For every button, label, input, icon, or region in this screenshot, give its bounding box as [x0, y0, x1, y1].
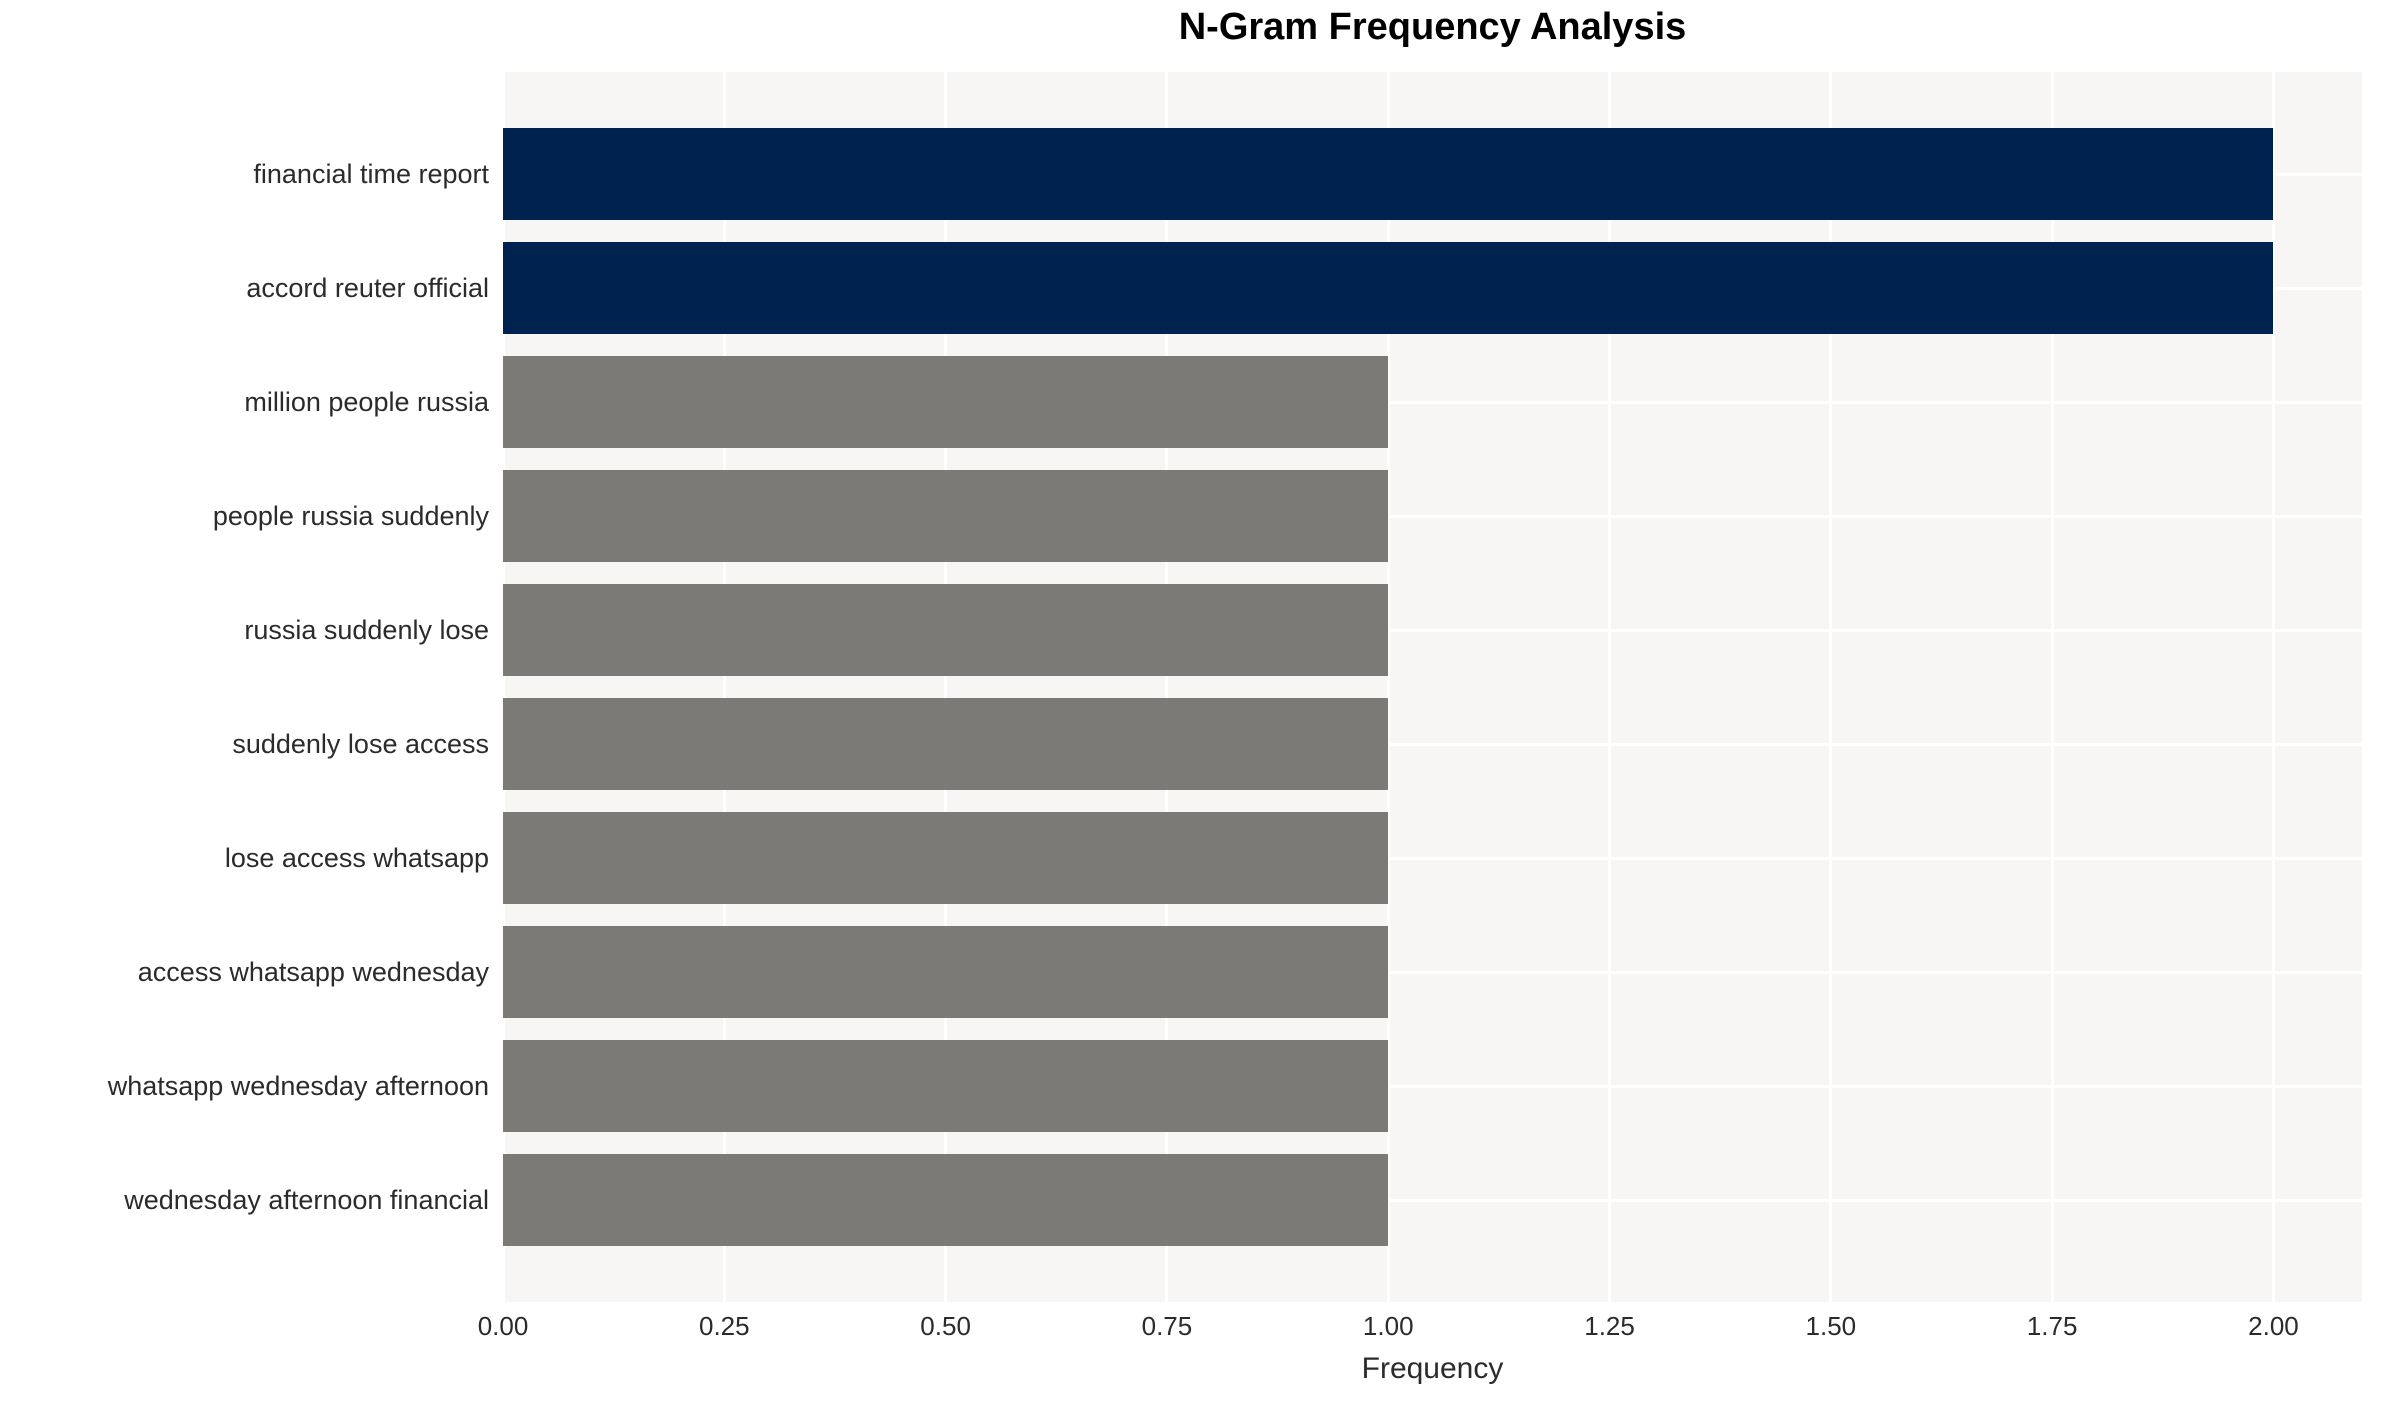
bar	[503, 926, 1389, 1018]
vertical-gridline	[2271, 72, 2275, 1302]
vertical-gridline	[501, 72, 505, 1302]
x-tick-label: 0.25	[698, 1311, 750, 1341]
y-tick-label: access whatsapp wednesday	[137, 957, 489, 987]
chart-title: N-Gram Frequency Analysis	[1178, 6, 1687, 48]
vertical-gridline	[2050, 72, 2054, 1302]
vertical-gridline	[722, 72, 726, 1302]
vertical-gridline	[1165, 72, 1169, 1302]
horizontal-gridline	[503, 1084, 2362, 1088]
horizontal-gridline	[503, 400, 2362, 404]
bar	[503, 698, 1389, 790]
horizontal-gridline	[503, 514, 2362, 518]
y-tick-label: suddenly lose access	[232, 729, 489, 759]
x-tick-label: 1.50	[1805, 1311, 1857, 1341]
y-tick-label: accord reuter official	[246, 273, 489, 303]
bar	[503, 1040, 1389, 1132]
vertical-gridline	[1608, 72, 1612, 1302]
y-tick-label: whatsapp wednesday afternoon	[107, 1071, 489, 1101]
bar	[503, 1154, 1389, 1246]
bar	[503, 812, 1389, 904]
horizontal-gridline	[503, 742, 2362, 746]
bar	[503, 584, 1389, 676]
y-tick-label: russia suddenly lose	[244, 615, 489, 645]
bar	[503, 356, 1389, 448]
vertical-gridline	[1829, 72, 1833, 1302]
horizontal-gridline	[503, 628, 2362, 632]
x-tick-label: 0.50	[920, 1311, 971, 1341]
bar	[503, 128, 2274, 220]
y-tick-label: financial time report	[253, 159, 489, 189]
y-tick-label: wednesday afternoon financial	[124, 1185, 489, 1215]
x-tick-label: 1.75	[2026, 1311, 2078, 1341]
y-tick-label: million people russia	[244, 387, 489, 417]
horizontal-gridline	[503, 856, 2362, 860]
x-tick-label: 0.00	[477, 1311, 529, 1341]
vertical-gridline	[1386, 72, 1390, 1302]
bar	[503, 242, 2274, 334]
x-axis-label: Frequency	[1361, 1352, 1504, 1385]
x-tick-label: 0.75	[1141, 1311, 1193, 1341]
x-tick-label: 2.00	[2248, 1311, 2299, 1341]
horizontal-gridline	[503, 1198, 2362, 1202]
y-tick-label: lose access whatsapp	[224, 843, 489, 873]
bar	[503, 470, 1389, 562]
x-tick-label: 1.25	[1584, 1311, 1635, 1341]
y-tick-label: people russia suddenly	[212, 501, 489, 531]
plot-area	[501, 72, 2362, 1302]
vertical-gridline	[944, 72, 948, 1302]
horizontal-gridline	[503, 970, 2362, 974]
x-tick-label: 1.00	[1362, 1311, 1414, 1341]
